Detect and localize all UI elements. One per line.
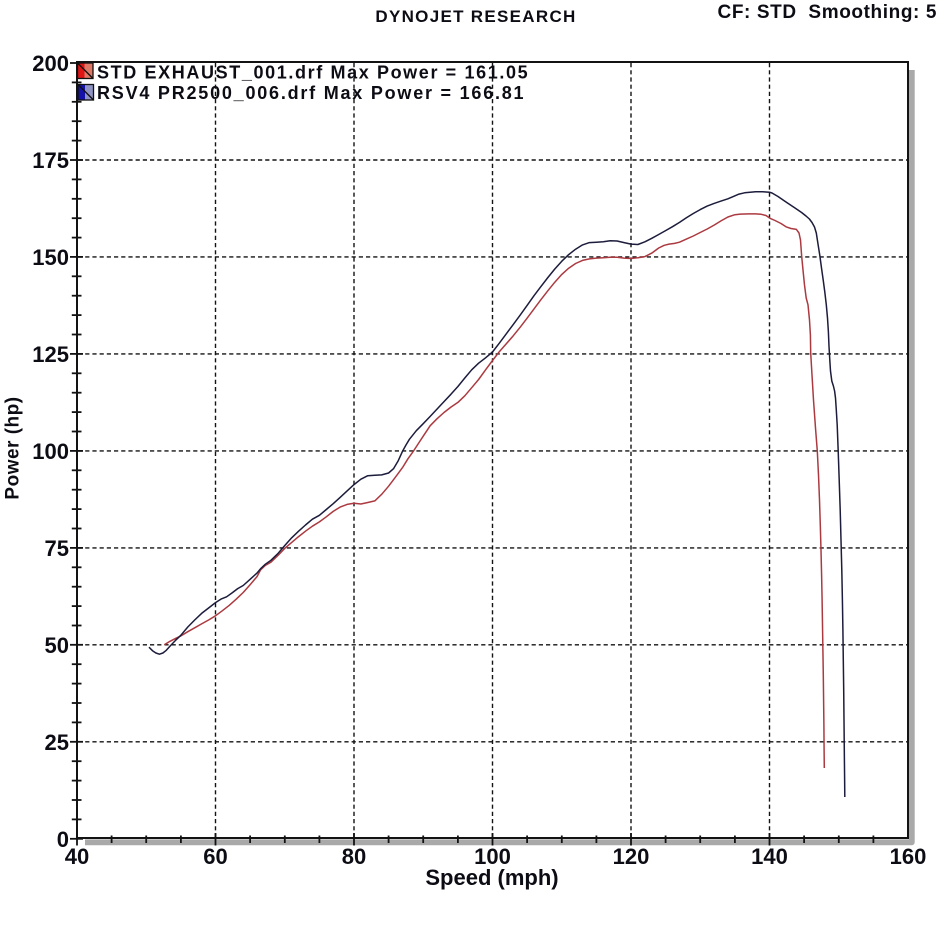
svg-text:200: 200 xyxy=(32,51,69,76)
svg-text:120: 120 xyxy=(613,844,650,869)
svg-text:175: 175 xyxy=(32,148,69,173)
svg-text:Power (hp): Power (hp) xyxy=(3,396,24,499)
svg-text:140: 140 xyxy=(751,844,788,869)
svg-text:25: 25 xyxy=(45,730,69,755)
svg-text:150: 150 xyxy=(32,245,69,270)
svg-text:DYNOJET RESEARCH: DYNOJET RESEARCH xyxy=(375,7,576,26)
svg-text:75: 75 xyxy=(45,536,69,561)
svg-text:160: 160 xyxy=(890,844,927,869)
svg-text:CF: STD Smoothing: 5: CF: STD Smoothing: 5 xyxy=(718,2,937,23)
svg-text:0: 0 xyxy=(57,827,69,852)
svg-text:125: 125 xyxy=(32,342,69,367)
svg-text:40: 40 xyxy=(65,844,89,869)
svg-text:50: 50 xyxy=(45,633,69,658)
svg-text:RSV4 PR2500_006.drf Max Power: RSV4 PR2500_006.drf Max Power = 166.81 xyxy=(97,83,525,103)
svg-text:100: 100 xyxy=(32,439,69,464)
svg-text:80: 80 xyxy=(342,844,366,869)
svg-text:Speed (mph): Speed (mph) xyxy=(425,865,558,890)
svg-text:60: 60 xyxy=(203,844,227,869)
svg-text:STD EXHAUST_001.drf Max Power: STD EXHAUST_001.drf Max Power = 161.05 xyxy=(97,63,529,83)
svg-text:100: 100 xyxy=(474,844,511,869)
